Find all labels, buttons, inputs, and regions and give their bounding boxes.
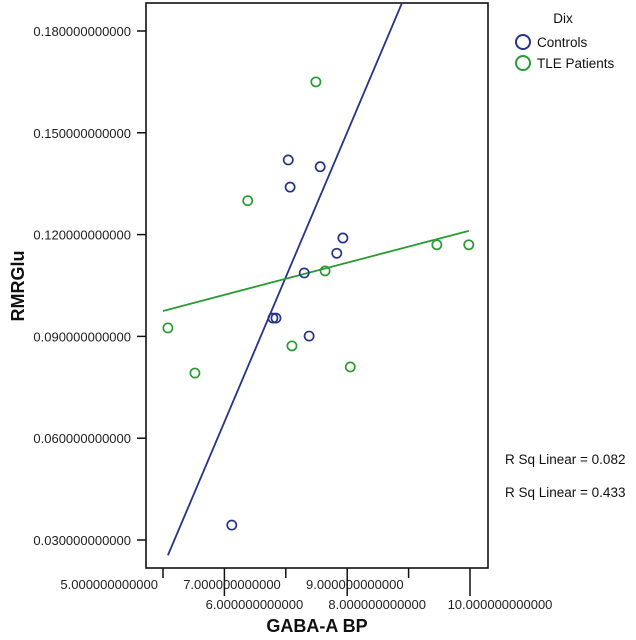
x-tick-label: 6.000000000000: [206, 597, 304, 612]
legend-marker-controls: [515, 34, 531, 50]
x-tick-label: 8.000000000000: [328, 597, 426, 612]
x-axis-title: GABA-A BP: [266, 616, 367, 636]
data-point-controls: [267, 312, 279, 324]
data-point-controls: [270, 312, 282, 324]
y-tick-label: 0.090000000000: [33, 329, 131, 344]
fit-lines: [162, 2, 470, 556]
legend-marker-tle: [515, 55, 531, 71]
data-point-tle-patients: [286, 340, 298, 352]
data-point-tle-patients: [344, 361, 356, 373]
data-point-controls: [282, 154, 294, 166]
legend-label-controls: Controls: [537, 35, 588, 50]
y-tick-label: 0.180000000000: [33, 24, 131, 39]
y-tick-label: 0.120000000000: [33, 228, 131, 243]
data-point-controls: [284, 181, 296, 193]
data-point-controls: [331, 247, 343, 259]
data-point-controls: [298, 267, 310, 279]
fit-line-tle-patients: [162, 229, 470, 312]
data-point-tle-patients: [189, 367, 201, 379]
y-axis-title: RMRGlu: [8, 251, 28, 322]
x-tick-label: 10.000000000000: [448, 597, 553, 612]
data-point-tle-patients: [431, 239, 443, 251]
data-point-controls: [226, 519, 238, 531]
y-tick-label: 0.030000000000: [33, 533, 131, 548]
data-points: [162, 76, 475, 531]
y-axis: 0.180000000000 0.150000000000 0.1200000000…: [33, 24, 146, 548]
y-tick-label: 0.150000000000: [33, 126, 131, 141]
legend-label-tle: TLE Patients: [537, 56, 615, 71]
x-tick-label: 5.000000000000: [60, 577, 158, 592]
x-tick-label: 9.000000000000: [306, 577, 404, 592]
data-point-tle-patients: [162, 322, 174, 334]
data-point-controls: [303, 330, 315, 342]
legend-title: Dix: [553, 11, 573, 26]
legend: Dix Controls TLE Patients: [515, 11, 615, 71]
data-point-tle-patients: [310, 76, 322, 88]
data-point-tle-patients: [319, 265, 331, 277]
y-tick-label: 0.060000000000: [33, 431, 131, 446]
rsq-label-tle: R Sq Linear = 0.082: [505, 452, 625, 467]
data-point-controls: [314, 161, 326, 173]
data-point-controls: [337, 232, 349, 244]
x-tick-label: 7.000000000000: [183, 577, 281, 592]
rsq-label-controls: R Sq Linear = 0.433: [505, 485, 625, 500]
plot-frame: [145, 2, 489, 569]
x-axis: 5.000000000000 6.000000000000 7.0000000000…: [60, 568, 552, 612]
data-point-tle-patients: [242, 195, 254, 207]
data-point-tle-patients: [463, 239, 475, 251]
